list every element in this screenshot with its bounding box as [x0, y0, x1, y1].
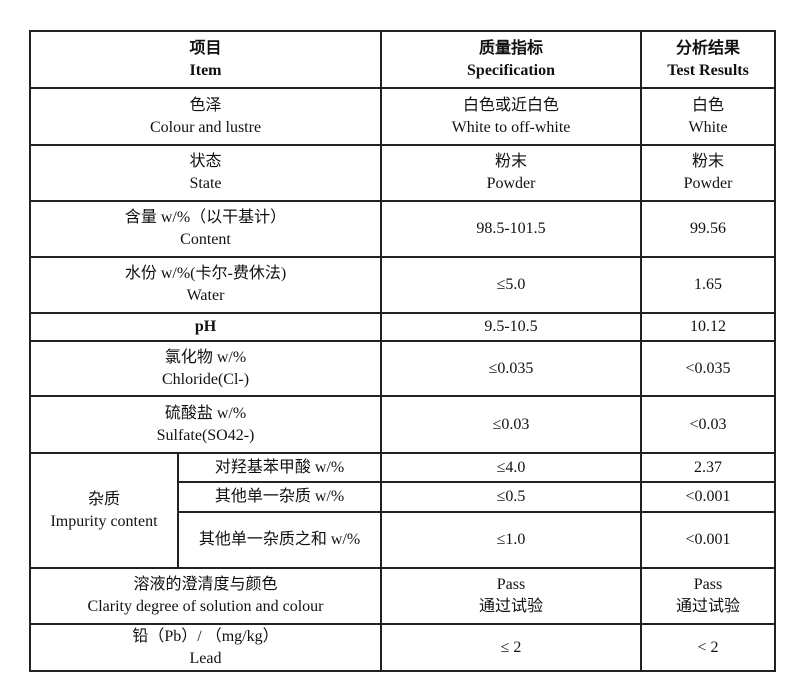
result-zh: 粉末 — [692, 153, 725, 170]
impurity-en: Impurity content — [50, 512, 158, 530]
spec-cell: ≤5.0 — [380, 256, 643, 314]
spec-cell: 9.5-10.5 — [380, 312, 643, 342]
result-zh: 白色 — [692, 96, 725, 114]
result-cell: 粉末 Powder — [640, 144, 777, 202]
item-en: Chloride(Cl-) — [161, 370, 250, 388]
header-spec-en: Specification — [467, 61, 556, 79]
item-cell: 铅（Pb）/ （mg/kg） Lead — [28, 623, 383, 672]
table-row: 溶液的澄清度与颜色 Clarity degree of solution and … — [28, 567, 777, 625]
item-en: Lead — [189, 649, 222, 667]
impurity-row: 杂质 Impurity content 对羟基苯甲酸 w/% ≤4.0 2.37 — [29, 452, 777, 569]
spec-cell: 白色或近白色 White to off-white — [380, 87, 643, 146]
result-cell: < 2 — [640, 623, 777, 672]
table-row: 含量 w/%（以干基计） Content 98.5-101.5 99.56 — [28, 200, 777, 258]
table-row: 状态 State 粉末 Powder 粉末 Powder — [28, 144, 777, 202]
item-zh: 溶液的澄清度与颜色 — [133, 576, 278, 593]
spec-cell: ≤ 2 — [380, 623, 643, 672]
item-zh: 含量 w/%（以干基计） — [124, 209, 287, 226]
spec-cell: ≤0.5 — [380, 481, 643, 513]
table-row: 铅（Pb）/ （mg/kg） Lead ≤ 2 < 2 — [28, 623, 777, 672]
result-zh: 通过试验 — [676, 598, 741, 615]
result-en: Powder — [683, 175, 733, 192]
result-cell: 99.56 — [640, 200, 777, 258]
spec-en: Powder — [486, 175, 536, 192]
item-en: State — [189, 175, 222, 192]
table-row: 氯化物 w/% Chloride(Cl-) ≤0.035 <0.035 — [28, 340, 777, 397]
result-cell: <0.001 — [640, 511, 777, 569]
item-cell: 硫酸盐 w/% Sulfate(SO42-) — [28, 395, 383, 454]
spec-cell: ≤0.035 — [380, 340, 643, 397]
item-en: Colour and lustre — [149, 118, 262, 136]
impurity-row: 其他单一杂质之和 w/% ≤1.0 <0.001 — [30, 511, 777, 569]
item-zh: 铅（Pb）/ （mg/kg） — [132, 627, 279, 645]
result-cell: 10.12 — [640, 312, 777, 342]
item-cell: 状态 State — [28, 144, 383, 202]
item-cell: 溶液的澄清度与颜色 Clarity degree of solution and … — [28, 567, 383, 625]
spec-zh: 白色或近白色 — [463, 96, 560, 114]
item-en: Clarity degree of solution and colour — [87, 598, 324, 615]
result-cell: 白色 White — [640, 87, 777, 146]
item-zh: 硫酸盐 w/% — [164, 404, 247, 422]
result-cell: Pass 通过试验 — [640, 567, 777, 625]
sub-item-cell: 其他单一杂质 w/% — [176, 481, 383, 513]
spec-zh: 粉末 — [495, 153, 528, 170]
item-cell: 水份 w/%(卡尔-费休法) Water — [28, 256, 383, 314]
table-row: 水份 w/%(卡尔-费休法) Water ≤5.0 1.65 — [28, 256, 777, 314]
header-row: 项目 Item 质量指标 Specification 分析结果 Test Result… — [28, 30, 777, 89]
impurity-zh: 杂质 — [87, 490, 120, 508]
header-spec: 质量指标 Specification — [380, 30, 643, 89]
result-cell: 1.65 — [640, 256, 777, 314]
sub-item-cell: 对羟基苯甲酸 w/% — [176, 452, 383, 483]
item-cell: pH — [28, 312, 383, 342]
item-en: Sulfate(SO42-) — [156, 426, 255, 444]
result-en: White — [688, 118, 728, 136]
spec-en: Pass — [496, 576, 526, 593]
header-results-zh: 分析结果 — [676, 39, 741, 57]
impurity-row: 其他单一杂质 w/% ≤0.5 <0.001 — [30, 481, 777, 513]
item-en: Content — [180, 231, 231, 248]
item-en: Water — [186, 287, 225, 304]
table-row: 色泽 Colour and lustre 白色或近白色 White to off-w… — [28, 87, 777, 146]
item-zh: 氯化物 w/% — [164, 348, 247, 366]
result-en: Pass — [693, 576, 723, 593]
header-results: 分析结果 Test Results — [640, 30, 777, 89]
item-cell: 氯化物 w/% Chloride(Cl-) — [28, 340, 383, 397]
spec-zh: 通过试验 — [479, 598, 544, 615]
result-cell: <0.03 — [640, 395, 777, 454]
spec-en: White to off-white — [451, 118, 571, 136]
header-results-en: Test Results — [667, 61, 749, 79]
header-item-zh: 项目 — [189, 39, 222, 57]
header-item: 项目 Item — [28, 30, 383, 89]
result-cell: <0.001 — [640, 481, 777, 513]
impurity-label-cell: 杂质 Impurity content — [29, 452, 179, 569]
item-cell: 含量 w/%（以干基计） Content — [28, 200, 383, 258]
sub-item-cell: 其他单一杂质之和 w/% — [176, 511, 383, 569]
header-spec-zh: 质量指标 — [479, 39, 544, 57]
spec-cell: ≤0.03 — [380, 395, 643, 454]
table-row: 硫酸盐 w/% Sulfate(SO42-) ≤0.03 <0.03 — [28, 395, 777, 454]
spec-cell: 粉末 Powder — [380, 144, 643, 202]
spec-cell: ≤4.0 — [380, 452, 643, 483]
result-cell: <0.035 — [640, 340, 777, 397]
item-cell: 色泽 Colour and lustre — [28, 87, 383, 146]
table-row: pH 9.5-10.5 10.12 — [28, 312, 777, 342]
specification-table: 项目 Item 质量指标 Specification 分析结果 Test Result… — [28, 30, 777, 672]
result-cell: 2.37 — [640, 452, 777, 483]
item-zh: 水份 w/%(卡尔-费休法) — [124, 265, 287, 282]
spec-cell: Pass 通过试验 — [380, 567, 643, 625]
spec-cell: 98.5-101.5 — [380, 200, 643, 258]
item-zh: 状态 — [189, 153, 222, 170]
spec-cell: ≤1.0 — [380, 511, 643, 569]
header-item-en: Item — [189, 61, 222, 79]
item-zh: 色泽 — [189, 96, 222, 114]
